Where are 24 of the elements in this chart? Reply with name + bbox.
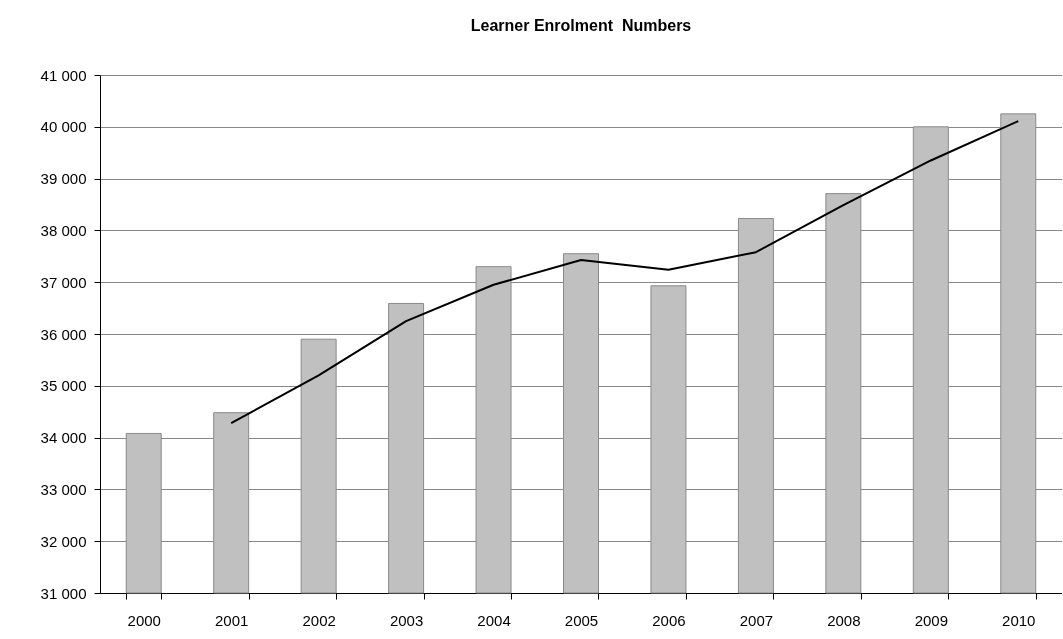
x-tick-label: 2001 [214,611,249,629]
y-tick-label: 38 000 [40,221,87,239]
x-tick-label: 2009 [914,611,949,629]
y-tick-label: 35 000 [40,377,87,395]
x-tick-label: 2003 [389,611,424,629]
y-tick-label: 31 000 [40,584,87,602]
x-tick-label: 2010 [1002,611,1036,629]
x-tick-label: 2007 [739,611,774,629]
y-tick-label: 40 000 [40,118,87,136]
x-tick-label: 2004 [477,611,511,629]
chart-title: Learner Enrolment Numbers [470,17,692,34]
y-tick-label: 36 000 [40,325,87,343]
y-tick-label: 39 000 [40,170,87,188]
y-tick-label: 33 000 [40,480,87,498]
x-tick-label: 2000 [127,611,161,629]
x-tick-label: 2008 [827,611,861,629]
x-tick-label: 2002 [302,611,336,629]
line-series [230,120,1020,425]
y-tick-label: 41 000 [40,66,87,84]
x-tick-label: 2006 [652,611,686,629]
y-tick-label: 32 000 [40,532,87,550]
y-tick-label: 34 000 [40,429,87,447]
x-tick-label: 2005 [564,611,599,629]
y-tick-label: 37 000 [40,273,87,291]
